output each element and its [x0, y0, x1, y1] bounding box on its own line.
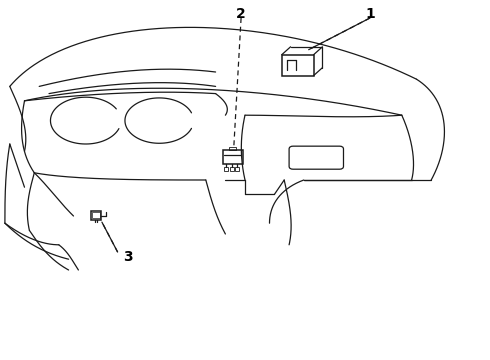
- Bar: [91, 211, 101, 220]
- Bar: [230, 167, 234, 171]
- Bar: [92, 212, 100, 218]
- Bar: [282, 55, 314, 76]
- Text: 3: 3: [123, 251, 133, 264]
- Bar: [235, 167, 239, 171]
- Bar: [224, 167, 228, 171]
- Text: 1: 1: [365, 7, 375, 21]
- Bar: [223, 150, 243, 164]
- Text: 2: 2: [236, 7, 246, 21]
- Bar: [229, 147, 236, 150]
